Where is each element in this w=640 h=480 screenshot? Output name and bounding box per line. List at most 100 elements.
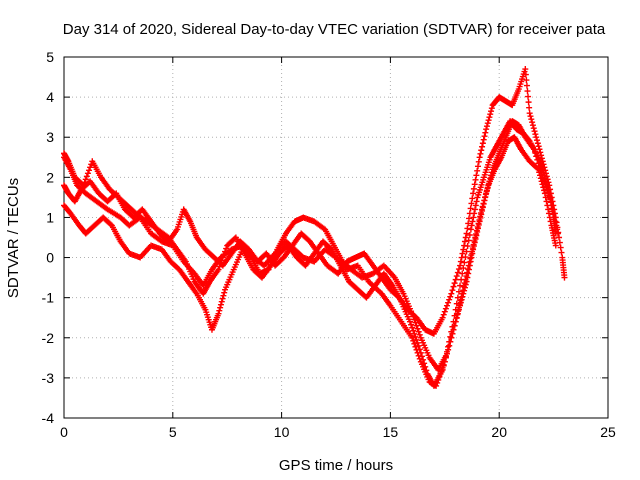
- data-point: [220, 292, 227, 299]
- data-point: [471, 181, 478, 188]
- data-point: [532, 149, 539, 156]
- data-point: [446, 342, 453, 349]
- data-point: [218, 257, 225, 264]
- data-points: [61, 66, 568, 389]
- data-point: [529, 122, 536, 129]
- data-point: [418, 353, 425, 360]
- data-point: [561, 274, 568, 281]
- data-point: [459, 293, 466, 300]
- data-point: [481, 197, 488, 204]
- data-point: [443, 350, 450, 357]
- data-point: [441, 308, 448, 315]
- data-point: [440, 311, 447, 318]
- data-point: [221, 289, 228, 296]
- data-point: [526, 110, 533, 117]
- data-point: [556, 239, 563, 246]
- data-point: [452, 276, 459, 283]
- data-point: [445, 299, 452, 306]
- data-point: [413, 322, 420, 329]
- x-axis-label: GPS time / hours: [279, 457, 393, 474]
- data-point: [217, 301, 224, 308]
- data-point: [536, 146, 543, 153]
- chart-title: Day 314 of 2020, Sidereal Day-to-day VTE…: [63, 21, 606, 38]
- data-point: [414, 325, 421, 332]
- data-point: [474, 225, 481, 232]
- data-point: [448, 290, 455, 297]
- data-point: [542, 183, 549, 190]
- data-point: [466, 215, 473, 222]
- y-axis-label: SDTVAR / TECUs: [5, 178, 22, 298]
- data-point: [550, 206, 557, 213]
- y-tick-label: -4: [42, 410, 55, 426]
- data-point: [451, 322, 458, 329]
- data-point: [523, 77, 530, 84]
- data-point: [533, 153, 540, 160]
- data-point: [416, 346, 423, 353]
- data-point: [478, 147, 485, 154]
- data-point: [522, 66, 529, 73]
- data-point: [477, 214, 484, 221]
- data-point: [467, 205, 474, 212]
- data-point: [533, 134, 540, 141]
- data-point: [482, 129, 489, 136]
- data-point: [412, 333, 419, 340]
- data-point: [531, 128, 538, 135]
- data-point: [484, 120, 491, 127]
- data-point: [474, 228, 481, 235]
- data-point: [526, 104, 533, 111]
- data-point: [529, 119, 536, 126]
- data-point: [80, 182, 87, 189]
- data-point: [461, 238, 468, 245]
- data-point: [473, 198, 480, 205]
- data-point: [457, 302, 464, 309]
- data-point: [439, 366, 446, 373]
- data-point: [454, 310, 461, 317]
- data-point: [461, 242, 468, 249]
- y-tick-label: 3: [46, 129, 54, 145]
- data-point: [548, 198, 555, 205]
- data-point: [217, 304, 224, 311]
- data-point: [216, 263, 223, 270]
- data-point: [465, 220, 472, 227]
- y-tick-label: 0: [46, 250, 54, 266]
- data-point: [558, 249, 565, 256]
- data-point: [461, 259, 468, 266]
- x-tick-label: 5: [169, 424, 177, 440]
- data-point: [87, 164, 94, 171]
- data-point: [531, 146, 538, 153]
- data-point: [540, 184, 547, 191]
- data-point: [541, 187, 548, 194]
- data-point: [442, 354, 449, 361]
- data-point: [470, 243, 477, 250]
- data-point: [447, 293, 454, 300]
- data-point: [538, 152, 545, 159]
- data-point: [488, 169, 495, 176]
- data-point: [471, 206, 478, 213]
- data-point: [467, 258, 474, 265]
- data-point: [327, 245, 334, 252]
- data-point: [455, 266, 462, 273]
- data-point: [550, 210, 557, 217]
- data-point: [539, 158, 546, 165]
- data-point: [487, 175, 494, 182]
- data-point: [409, 334, 416, 341]
- data-point: [488, 172, 495, 179]
- data-point: [461, 287, 468, 294]
- y-tick-label: -3: [42, 370, 55, 386]
- data-point: [449, 330, 456, 337]
- data-point: [464, 269, 471, 276]
- data-point: [463, 248, 470, 255]
- data-point: [469, 195, 476, 202]
- data-point: [458, 254, 465, 261]
- data-point: [411, 340, 418, 347]
- data-point: [450, 283, 457, 290]
- data-point: [546, 192, 553, 199]
- data-point: [467, 226, 474, 233]
- data-point: [468, 254, 475, 261]
- data-point: [488, 105, 495, 112]
- data-point: [468, 222, 475, 229]
- data-point: [544, 176, 551, 183]
- data-point: [470, 214, 477, 221]
- data-point: [453, 273, 460, 280]
